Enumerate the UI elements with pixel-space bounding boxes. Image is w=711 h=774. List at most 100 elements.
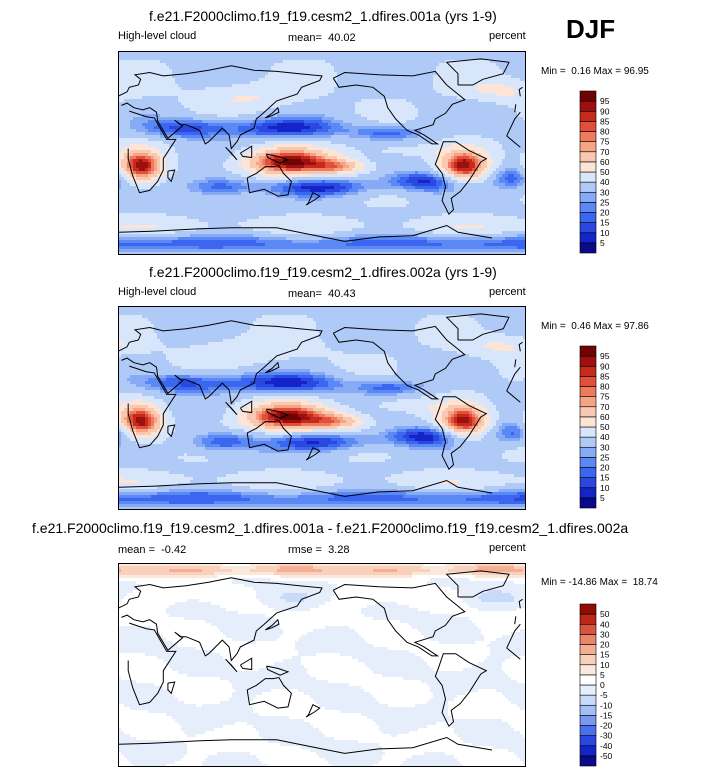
heatmap-cell: [505, 90, 509, 94]
heatmap-cell: [337, 96, 341, 100]
heatmap-cell: [118, 87, 122, 91]
heatmap-cell: [262, 153, 266, 157]
heatmap-cell: [394, 99, 398, 103]
heatmap-cell: [175, 102, 179, 106]
heatmap-cell: [220, 105, 224, 109]
heatmap-cell: [364, 123, 368, 127]
heatmap-cell: [373, 54, 377, 58]
heatmap-cell: [322, 126, 326, 130]
heatmap-cell: [292, 72, 296, 76]
heatmap-cell: [130, 156, 134, 160]
heatmap-cell: [310, 72, 314, 76]
heatmap-cell: [457, 99, 461, 103]
heatmap-cell: [145, 99, 149, 103]
heatmap-cell: [313, 105, 317, 109]
heatmap-cell: [493, 75, 497, 79]
heatmap-cell: [370, 96, 374, 100]
heatmap-cell: [460, 78, 464, 82]
heatmap-cell: [322, 60, 326, 64]
heatmap-cell: [193, 93, 197, 97]
heatmap-cell: [370, 150, 374, 154]
heatmap-cell: [478, 51, 482, 55]
heatmap-cell: [307, 60, 311, 64]
heatmap-cell: [385, 108, 389, 112]
heatmap-cell: [442, 120, 446, 124]
heatmap-cell: [424, 63, 428, 67]
heatmap-cell: [463, 72, 467, 76]
heatmap-cell: [382, 90, 386, 94]
heatmap-cell: [334, 129, 338, 133]
heatmap-cell: [427, 153, 431, 157]
heatmap-cell: [415, 108, 419, 112]
heatmap-cell: [415, 102, 419, 106]
heatmap-cell: [505, 84, 509, 88]
heatmap-cell: [298, 126, 302, 130]
heatmap-cell: [184, 126, 188, 130]
heatmap-cell: [214, 135, 218, 139]
heatmap-cell: [469, 117, 473, 121]
heatmap-cell: [496, 156, 500, 160]
heatmap-cell: [412, 120, 416, 124]
heatmap-cell: [241, 78, 245, 82]
heatmap-cell: [175, 90, 179, 94]
heatmap-cell: [217, 129, 221, 133]
heatmap-cell: [325, 105, 329, 109]
heatmap-cell: [457, 54, 461, 58]
heatmap-cell: [121, 123, 125, 127]
heatmap-cell: [463, 135, 467, 139]
heatmap-cell: [352, 96, 356, 100]
heatmap-cell: [163, 126, 167, 130]
heatmap-cell: [415, 60, 419, 64]
heatmap-cell: [310, 132, 314, 136]
heatmap-cell: [253, 96, 257, 100]
heatmap-cell: [406, 156, 410, 160]
heatmap-cell: [301, 129, 305, 133]
heatmap-cell: [277, 123, 281, 127]
heatmap-cell: [502, 54, 506, 58]
heatmap-cell: [331, 141, 335, 145]
heatmap-cell: [523, 102, 526, 106]
heatmap-cell: [334, 144, 338, 148]
heatmap-cell: [382, 78, 386, 82]
heatmap-cell: [454, 156, 458, 160]
heatmap-cell: [274, 102, 278, 106]
heatmap-cell: [124, 105, 128, 109]
heatmap-cell: [457, 60, 461, 64]
heatmap-cell: [322, 150, 326, 154]
heatmap-cell: [388, 102, 392, 106]
heatmap-cell: [370, 105, 374, 109]
heatmap-cell: [409, 111, 413, 115]
heatmap-cell: [334, 60, 338, 64]
heatmap-cell: [139, 69, 143, 73]
heatmap-cell: [283, 114, 287, 118]
heatmap-cell: [181, 90, 185, 94]
heatmap-cell: [400, 81, 404, 85]
heatmap-cell: [358, 99, 362, 103]
heatmap-cell: [475, 156, 479, 160]
heatmap-cell: [328, 60, 332, 64]
heatmap-cell: [313, 90, 317, 94]
heatmap-cell: [157, 51, 161, 55]
heatmap-cell: [268, 114, 272, 118]
heatmap-cell: [367, 120, 371, 124]
heatmap-cell: [370, 87, 374, 91]
heatmap-cell: [229, 90, 233, 94]
heatmap-cell: [409, 78, 413, 82]
heatmap-cell: [151, 84, 155, 88]
heatmap-cell: [472, 147, 476, 151]
heatmap-cell: [514, 126, 518, 130]
heatmap-cell: [319, 93, 323, 97]
heatmap-cell: [238, 87, 242, 91]
heatmap-cell: [118, 129, 122, 133]
heatmap-cell: [145, 96, 149, 100]
heatmap-cell: [442, 132, 446, 136]
heatmap-cell: [259, 156, 263, 160]
heatmap-cell: [397, 84, 401, 88]
heatmap-cell: [499, 111, 503, 115]
heatmap-cell: [391, 126, 395, 130]
heatmap-cell: [337, 147, 341, 151]
heatmap-cell: [307, 81, 311, 85]
heatmap-cell: [211, 51, 215, 55]
heatmap-cell: [487, 84, 491, 88]
heatmap-cell: [517, 93, 521, 97]
